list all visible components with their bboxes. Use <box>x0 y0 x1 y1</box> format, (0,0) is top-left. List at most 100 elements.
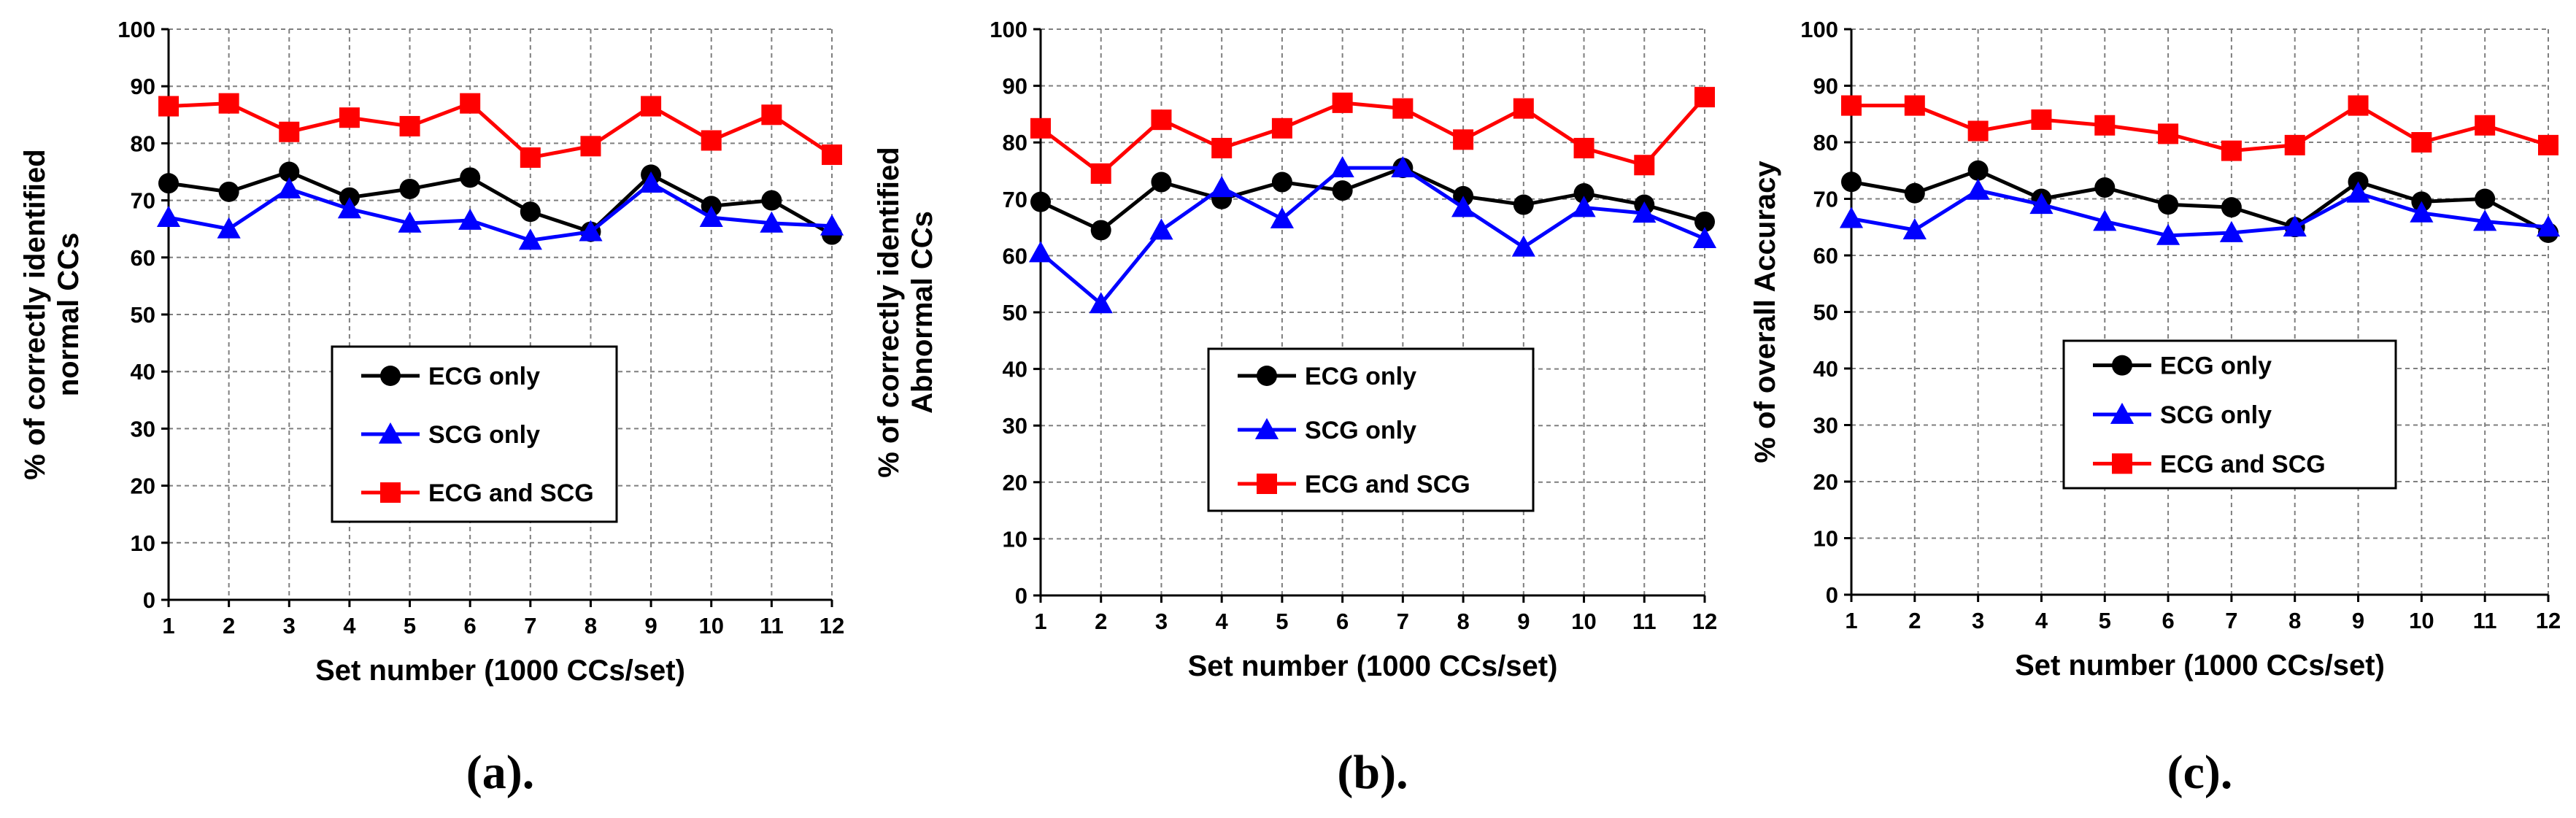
y-tick-label: 60 <box>1813 243 1838 269</box>
x-tick-label: 12 <box>820 613 844 638</box>
data-point <box>2221 140 2242 161</box>
data-point <box>1271 117 1292 139</box>
y-tick-label: 60 <box>1003 243 1027 269</box>
x-tick-label: 7 <box>1397 609 1409 634</box>
data-point <box>2538 134 2558 155</box>
y-tick-label: 0 <box>143 587 155 613</box>
data-point <box>1151 171 1172 193</box>
x-axis-label: Set number (1000 CCs/set) <box>315 655 685 687</box>
data-point <box>1841 95 1862 116</box>
x-tick-label: 12 <box>2536 608 2561 633</box>
data-point <box>2283 215 2307 237</box>
data-point <box>158 173 179 194</box>
data-point <box>639 171 663 193</box>
data-point <box>337 197 362 219</box>
y-tick-label: 100 <box>1800 17 1838 42</box>
y-tick-label: 80 <box>131 131 155 156</box>
data-point <box>158 96 179 117</box>
x-tick-label: 9 <box>644 613 657 638</box>
data-point <box>279 161 300 182</box>
data-point <box>2094 177 2116 198</box>
data-point <box>218 181 239 202</box>
data-point <box>1634 155 1655 176</box>
data-point <box>822 144 842 166</box>
data-point <box>2093 209 2117 231</box>
y-axis-label: % of overall Accuracy <box>1749 161 1781 463</box>
x-tick-label: 6 <box>1336 609 1349 634</box>
y-tick-label: 40 <box>1813 356 1838 382</box>
data-point <box>279 121 300 142</box>
x-tick-label: 3 <box>1972 608 1984 633</box>
x-tick-label: 12 <box>1692 609 1717 634</box>
panel-caption: (b). <box>1337 746 1408 799</box>
y-axis-label-line: % of overall Accuracy <box>1749 161 1781 463</box>
data-point <box>1330 156 1354 177</box>
y-tick-label: 80 <box>1813 130 1838 155</box>
data-point <box>1904 182 1925 204</box>
data-point <box>760 211 784 233</box>
y-tick-label: 30 <box>1003 413 1027 439</box>
legend: ECG only SCG only ECG and SCG <box>1207 347 1535 512</box>
data-point <box>399 178 420 199</box>
x-tick-label: 11 <box>760 613 784 638</box>
data-point <box>1332 92 1353 113</box>
data-point <box>1028 241 1053 263</box>
data-point <box>2158 123 2179 144</box>
data-point <box>1632 201 1657 223</box>
data-point <box>1392 98 1414 119</box>
x-tick-label: 9 <box>2352 608 2364 633</box>
data-point <box>460 93 481 114</box>
x-tick-label: 2 <box>223 613 235 638</box>
data-point <box>1967 120 1989 142</box>
x-tick-label: 4 <box>343 613 356 638</box>
x-tick-label: 5 <box>1276 609 1288 634</box>
series-ecg-only <box>1841 160 2558 243</box>
data-point <box>579 220 603 242</box>
data-point <box>2221 197 2242 218</box>
y-tick-label: 70 <box>131 188 155 214</box>
legend-swatch-marker <box>1257 474 1277 494</box>
y-tick-label: 90 <box>1003 74 1027 99</box>
data-point <box>1211 137 1233 158</box>
data-point <box>1030 117 1051 139</box>
data-point <box>1513 98 1534 119</box>
y-tick-label: 60 <box>131 245 155 271</box>
data-point <box>1573 183 1594 204</box>
y-tick-label: 10 <box>1003 526 1027 552</box>
x-axis-label: Set number (1000 CCs/set) <box>2015 649 2385 682</box>
data-point <box>1332 180 1353 201</box>
x-tick-label: 6 <box>2162 608 2174 633</box>
legend: ECG only SCG only ECG and SCG <box>2062 339 2397 490</box>
data-point <box>761 104 782 126</box>
y-tick-label: 20 <box>1003 470 1027 495</box>
data-point <box>460 167 481 188</box>
y-tick-label: 20 <box>131 474 155 499</box>
x-tick-label: 4 <box>1216 609 1229 634</box>
x-tick-label: 10 <box>698 613 723 638</box>
data-point <box>2158 194 2179 215</box>
y-tick-label: 0 <box>1015 583 1027 609</box>
y-axis-label-line: % of correctly identified <box>873 147 905 477</box>
y-axis-label: % of correctly identified normal CCs <box>19 149 85 479</box>
x-tick-label: 2 <box>1095 609 1107 634</box>
data-point <box>1967 160 1989 181</box>
data-point <box>1841 171 1862 193</box>
data-point <box>1692 227 1717 248</box>
data-point <box>2219 220 2244 242</box>
legend-swatch-marker <box>378 422 403 444</box>
grid <box>1851 28 2549 595</box>
data-point <box>520 147 541 168</box>
legend-label: SCG only <box>1305 417 1416 444</box>
x-tick-label: 8 <box>1457 609 1469 634</box>
series-ecg-and-scg <box>158 93 842 168</box>
data-point <box>1966 178 1990 200</box>
data-point <box>2346 181 2370 203</box>
x-tick-label: 8 <box>2288 608 2301 633</box>
x-tick-label: 11 <box>1632 609 1657 634</box>
data-point <box>1270 207 1295 228</box>
data-point <box>1513 194 1534 215</box>
x-tick-label: 8 <box>585 613 597 638</box>
x-tick-label: 7 <box>524 613 536 638</box>
